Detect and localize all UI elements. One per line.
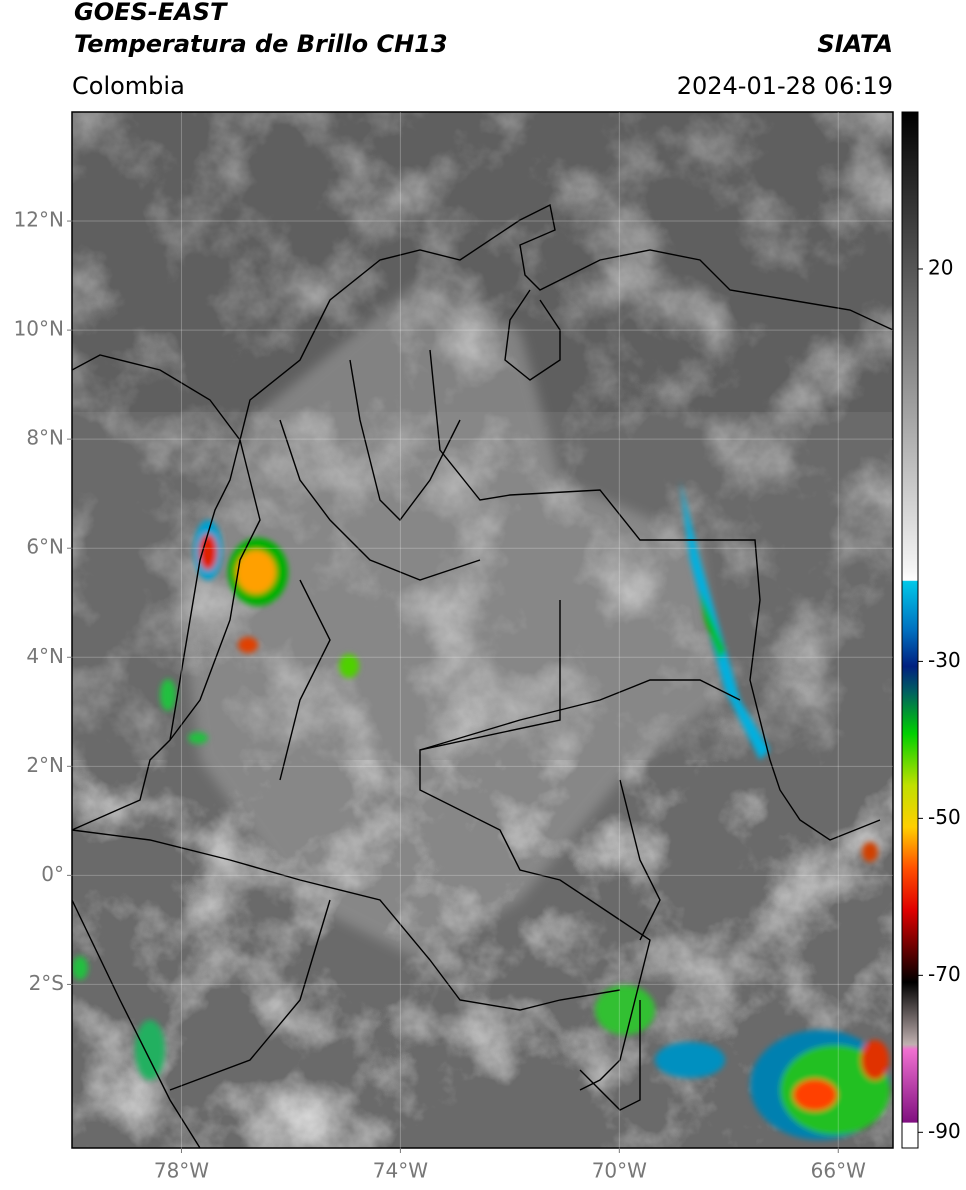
y-tick-label: 2°N: [26, 753, 64, 777]
y-tick-label: 10°N: [14, 317, 64, 341]
boundaries: [72, 203, 893, 1148]
map-frame: [71, 111, 894, 1149]
y-tick-label: 4°N: [26, 644, 64, 668]
region-label: Colombia: [72, 72, 185, 100]
x-tick-label: 74°W: [373, 1159, 428, 1183]
y-tick-label: 12°N: [14, 208, 64, 232]
y-tick-label: 6°N: [26, 535, 64, 559]
x-tick-label: 78°W: [154, 1159, 209, 1183]
x-tick-label: 66°W: [811, 1159, 866, 1183]
imagery: [72, 112, 893, 1148]
source-label: SIATA: [817, 30, 893, 58]
colorbar: [901, 111, 919, 1149]
axes: 78°W 74°W 70°W 66°W 12°N 10°N 8°N 6°N 4°N 2°N 0° 2°…: [14, 112, 961, 1183]
colorbar-tick-label: -30: [928, 648, 961, 672]
y-tick-label: 2°S: [29, 971, 64, 995]
colorbar-tick-label: -90: [928, 1119, 961, 1143]
product-title: Temperatura de Brillo CH13: [74, 30, 448, 58]
datetime-label: 2024-01-28 06:19: [677, 72, 893, 100]
x-tick-label: 70°W: [592, 1159, 647, 1183]
convective-cells: [72, 480, 890, 1140]
y-tick-label: 0°: [41, 862, 64, 886]
colorbar-tick-label: 20: [928, 255, 953, 279]
y-tick-label: 8°N: [26, 426, 64, 450]
colorbar-tick-label: -50: [928, 805, 961, 829]
satellite-title: GOES-EAST: [74, 0, 228, 26]
colorbar-tick-label: -70: [928, 962, 961, 986]
